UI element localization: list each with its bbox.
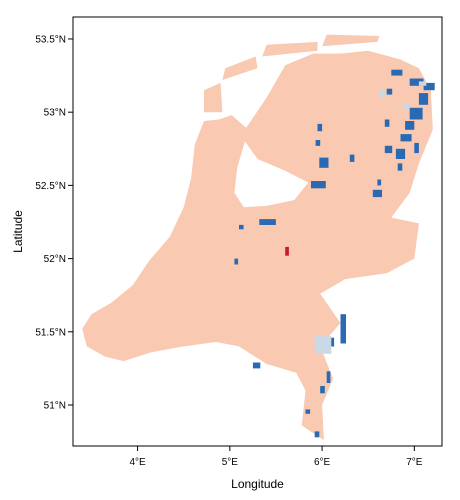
cell-high-16 [409,107,423,120]
cell-high-21 [386,88,393,95]
land-island-4 [322,34,380,47]
cell-hotspot-1 [285,246,289,256]
y-tick-label-5: 53.5°N [35,34,66,45]
land-island-1 [204,82,223,113]
x-axis: 4°E 5°E 6°E 7°E [129,446,423,468]
cell-high-6 [319,157,329,168]
cell-high-15 [405,121,415,130]
land-layer [82,34,433,441]
cell-high-22 [397,163,403,171]
y-axis-title: Latitude [11,210,25,253]
cell-high-13 [395,148,406,159]
y-axis: 51°N 51.5°N 52°N 52.5°N 53°N 53.5°N [35,34,73,412]
cell-high-3 [239,224,244,230]
cell-high-28 [326,371,331,383]
x-axis-title: Longitude [231,477,284,491]
land-mainland [82,50,433,441]
cell-high-11 [377,179,382,186]
cell-high-4 [234,258,239,265]
land-island-2 [222,56,258,80]
cell-high-30 [305,409,311,414]
cell-high-8 [317,123,323,132]
x-tick-label-1: 5°E [222,457,239,468]
cell-high-23 [384,119,390,127]
cell-high-5 [311,181,326,189]
land-island-3 [262,41,318,57]
y-tick-label-0: 51°N [44,401,66,412]
cell-high-10 [372,189,382,198]
cell-high-26 [340,314,346,344]
x-tick-label-3: 7°E [406,457,423,468]
x-tick-label-2: 6°E [314,457,331,468]
cell-medium-34 [403,103,409,110]
cell-high-12 [384,145,393,154]
y-tick-label-3: 52.5°N [35,181,66,192]
cells-layer [234,69,435,438]
plot-frame [72,16,443,447]
y-tick-label-2: 52°N [44,254,66,265]
y-tick-label-1: 51.5°N [35,327,66,338]
cell-high-29 [320,386,325,394]
cell-high-24 [414,142,419,154]
cell-high-2 [259,219,276,225]
cell-medium-33 [379,90,385,98]
cell-high-20 [391,69,403,76]
cell-high-17 [418,93,429,105]
cell-high-14 [400,134,412,142]
cell-high-18 [409,78,424,86]
cell-high-7 [315,140,321,146]
y-tick-label-4: 53°N [44,108,66,119]
cell-medium-35 [418,81,427,86]
cell-medium-32 [314,336,332,354]
cell-high-25 [252,362,261,369]
cell-high-27 [329,337,335,347]
cell-high-31 [314,431,320,438]
cell-high-19 [423,82,435,91]
cell-high-9 [349,154,355,162]
x-tick-label-0: 4°E [129,457,146,468]
